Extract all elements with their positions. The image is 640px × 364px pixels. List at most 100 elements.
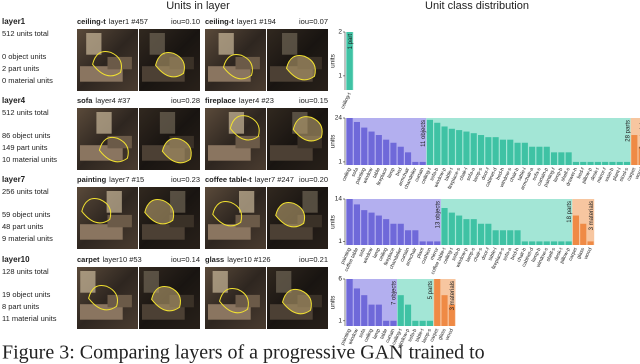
bar — [551, 241, 558, 245]
category-label: sofa — [351, 167, 361, 178]
unit-image — [139, 267, 200, 329]
layer-name: layer7 — [2, 175, 26, 184]
unit-label: ceiling-t layer1 #457 — [77, 17, 148, 26]
bar — [478, 135, 485, 165]
bar — [463, 131, 470, 165]
window — [80, 271, 96, 293]
segmentation-outline — [98, 136, 129, 163]
bar — [397, 295, 404, 326]
category-label: wood — [583, 247, 594, 261]
window — [218, 33, 234, 55]
unit-count: 0 object units — [2, 52, 46, 61]
bar — [492, 137, 499, 165]
unit-label: sofa layer4 #37 — [77, 96, 130, 105]
segmentation-outline — [151, 286, 181, 312]
category-label: lamp-s — [465, 246, 477, 263]
group-label: 3 materials — [589, 201, 595, 230]
layer-name: layer1 — [2, 17, 26, 26]
bar — [580, 161, 587, 165]
category-label: carpet — [626, 166, 638, 182]
segmentation-outline — [155, 52, 185, 78]
bar — [543, 146, 550, 165]
window — [212, 271, 228, 293]
bar — [434, 279, 441, 326]
bar — [353, 121, 360, 165]
bar — [492, 230, 499, 245]
unit-image — [205, 187, 266, 249]
category-label: carpet — [568, 246, 580, 262]
bar — [412, 161, 419, 165]
y-tick-label: 1 — [338, 318, 342, 325]
y-tick-label: 1 — [338, 73, 342, 80]
category-label: door-f — [480, 166, 491, 181]
bar — [368, 131, 375, 165]
unit-count: 149 part units — [2, 143, 48, 152]
bar — [397, 223, 404, 245]
category-label: chair-s — [472, 246, 484, 263]
unit-count: 2 part units — [2, 64, 39, 73]
bar — [499, 139, 506, 165]
category-label: sofa-a — [465, 167, 476, 182]
bar — [419, 320, 426, 326]
bar — [514, 230, 521, 245]
category-label: table — [379, 328, 389, 341]
window — [170, 191, 186, 213]
bar — [397, 146, 404, 165]
unit-iou: iou=0.15 — [299, 96, 328, 105]
bar — [558, 241, 565, 245]
furniture — [208, 145, 251, 161]
bar — [405, 152, 412, 165]
unit-image — [139, 187, 200, 249]
bar — [346, 279, 353, 326]
bar — [390, 142, 397, 165]
unit-label: fireplace layer4 #23 — [205, 96, 274, 105]
bar — [368, 212, 375, 245]
unit-image — [267, 108, 328, 170]
category-label: lamp — [372, 328, 382, 341]
bar — [383, 219, 390, 245]
category-label: lamp-b — [531, 247, 543, 264]
window — [228, 112, 245, 134]
unit-count: 10 material units — [2, 155, 57, 164]
bar — [529, 241, 536, 245]
unit-image — [77, 108, 138, 170]
bar — [448, 212, 455, 245]
unit-image — [139, 108, 200, 170]
bar — [456, 130, 463, 165]
segmentation-outline — [212, 201, 243, 227]
category-label: curtain — [385, 328, 397, 344]
bar — [426, 119, 433, 165]
bar — [616, 161, 623, 165]
bar — [375, 135, 382, 165]
bar — [499, 230, 506, 245]
bar — [426, 320, 433, 326]
bar — [390, 320, 397, 326]
category-label: vase-b — [604, 167, 616, 183]
category-label: lamp — [386, 167, 396, 180]
category-label: lamp-s — [421, 327, 433, 344]
bar — [405, 230, 412, 245]
category-label: plant-l — [612, 167, 623, 182]
furniture — [107, 56, 132, 70]
bar — [587, 161, 594, 165]
category-label: wood — [444, 328, 455, 342]
furniture — [208, 224, 251, 240]
category-label: mirror — [429, 247, 440, 262]
bar — [478, 223, 485, 245]
unit-class: ceiling-t — [77, 17, 106, 26]
category-label: curtain — [399, 247, 411, 263]
bar — [507, 230, 514, 245]
group-label: 11 objects — [421, 120, 427, 147]
unit-label: painting layer7 #15 — [77, 175, 144, 184]
segmentation-outline — [144, 199, 175, 225]
unit-id: layer1 #194 — [237, 17, 276, 26]
bar — [514, 142, 521, 165]
category-label: glass — [576, 246, 587, 260]
segmentation-outline — [81, 198, 112, 224]
group-label: 5 parts — [428, 281, 434, 299]
furniture — [107, 294, 132, 308]
category-label: sofa-b — [451, 247, 462, 262]
bar — [565, 152, 572, 165]
bar — [536, 241, 543, 245]
bar — [375, 215, 382, 245]
